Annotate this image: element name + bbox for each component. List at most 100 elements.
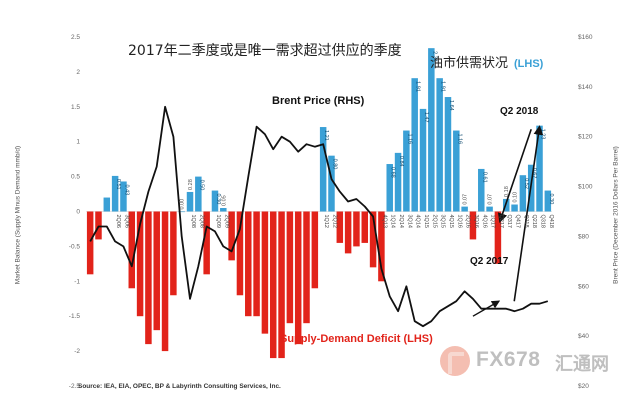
deficit-bar <box>286 211 294 324</box>
surplus-bar <box>436 78 443 212</box>
deficit-bar <box>353 211 360 247</box>
x-tick-label: Q317 <box>506 215 512 228</box>
bar-value-label: 1.16 <box>456 134 462 145</box>
deficit-bar <box>378 211 385 282</box>
x-tick-label: 2Q14 <box>398 215 404 228</box>
bar-value-labels: 0.510.430.000.28 0.500.30 0.051.210.800.68… <box>115 51 554 209</box>
watermark: FX678 汇通网 <box>440 346 620 376</box>
surplus-bar <box>220 208 227 212</box>
left-tick-label: 0.5 <box>71 174 80 181</box>
deficit-bar <box>311 211 319 289</box>
surplus-bar <box>403 130 410 212</box>
bar-value-label: 0.80 <box>331 159 337 170</box>
right-tick-label: $120 <box>578 134 593 141</box>
q2-2018-label: Q2 2018 <box>500 106 539 117</box>
deficit-bar <box>95 211 102 240</box>
deficit-bar <box>161 211 169 352</box>
x-tick-label: 1Q09 <box>215 215 221 228</box>
deficit-bar <box>294 211 302 345</box>
surplus-bar <box>511 204 518 212</box>
bar-value-label: 1.47 <box>423 112 429 123</box>
deficit-bar <box>136 211 144 317</box>
surplus-bar <box>111 175 119 212</box>
bar-value-label: 0.00 <box>180 199 186 210</box>
watermark-text-cn: 汇通网 <box>555 354 609 375</box>
q2-2017-label: Q2 2017 <box>470 256 509 267</box>
x-tick-label: Q217 <box>498 215 504 228</box>
surplus-bar <box>461 206 468 212</box>
deficit-bar <box>153 211 160 331</box>
left-tick-label: -1.5 <box>69 313 81 320</box>
right-axis-ticks: $160 $140 $120 $100 $80 $60 $40 $20 <box>578 34 593 390</box>
x-tick-label: 3Q06 <box>123 215 129 228</box>
x-tick-label: 3Q14 <box>406 215 412 228</box>
left-tick-label: 0 <box>76 209 80 216</box>
bar-value-label: 1.21 <box>323 130 329 141</box>
brent-price-line <box>89 105 549 328</box>
deficit-bar <box>253 211 260 317</box>
bar-value-label: 0.07 <box>488 194 494 205</box>
chart-subtitle-text: 油市供需状况 <box>430 56 509 71</box>
left-tick-label: 2.5 <box>71 34 80 41</box>
chart-subtitle-tag: (LHS) <box>514 58 544 70</box>
chart-subtitle: 油市供需状况 (LHS) <box>430 52 543 71</box>
arrows <box>472 125 544 317</box>
deficit-bar <box>261 211 269 334</box>
bar-value-label: 1.23 <box>540 129 546 140</box>
deficit-bar <box>494 211 502 264</box>
x-tick-label: 2Q12 <box>331 215 337 228</box>
deficit-bar <box>145 211 152 345</box>
surplus-bar <box>453 130 460 212</box>
bar-value-label: 0.61 <box>481 172 487 183</box>
bar-value-label: 0.05 <box>221 195 227 206</box>
deficit-label: Supply-Demand Deficit (LHS) <box>280 333 433 345</box>
x-tick-label: Q118 <box>523 215 529 228</box>
x-tick-label: 1Q15 <box>423 215 429 228</box>
x-tick-label: 3Q15 <box>440 215 446 228</box>
surplus-bar <box>328 155 335 212</box>
deficit-bar <box>469 211 477 240</box>
deficit-bar <box>344 211 352 254</box>
left-tick-label: 1.5 <box>71 104 80 111</box>
surplus-bar <box>519 175 527 212</box>
right-axis-title: Brent Price (December 2016 Dollars Per B… <box>612 146 620 284</box>
surplus-bar <box>186 191 194 212</box>
x-tick-label: Q417 <box>515 215 521 228</box>
bar-value-label: 0.67 <box>531 168 537 179</box>
deficit-bar <box>245 211 252 317</box>
deficit-bar <box>369 211 377 268</box>
x-tick-label: 1Q08 <box>190 215 196 228</box>
right-tick-label: $160 <box>578 34 593 41</box>
right-tick-label: $80 <box>578 233 589 240</box>
x-tick-label: 4Q14 <box>415 215 421 228</box>
deficit-bar <box>336 211 344 243</box>
brent-price-polyline <box>89 105 549 328</box>
left-tick-label: 1 <box>76 139 80 146</box>
watermark-text: FX678 <box>476 348 541 371</box>
left-tick-label: -0.5 <box>69 243 81 250</box>
q2-2018-rise-arrow <box>513 125 544 302</box>
surplus-bar <box>486 206 493 212</box>
deficit-bar <box>203 211 210 275</box>
bar-value-label: 0.68 <box>390 167 396 178</box>
x-tick-label: Q318 <box>540 215 546 228</box>
surplus-bar <box>178 211 185 213</box>
x-tick-label: 2Q06 <box>115 215 121 228</box>
left-tick-label: -1 <box>74 278 80 285</box>
bar-value-label: 1.91 <box>440 81 446 92</box>
left-axis-ticks: 2.5 2 1.5 1 0.5 0 -0.5 -1 -1.5 -2 -2.5 <box>69 34 81 390</box>
left-axis-title: Market Balance (Supply Minus Demand mmb/… <box>14 145 22 285</box>
x-tick-label: 2Q08 <box>198 215 204 228</box>
surplus-bar <box>319 127 327 212</box>
surplus-bar <box>120 181 127 212</box>
bar-value-label: 0.30 <box>215 194 221 205</box>
right-tick-label: $140 <box>578 84 593 91</box>
surplus-bar <box>411 78 418 212</box>
bar-value-label: 1.64 <box>448 100 454 111</box>
brent-price-label: Brent Price (RHS) <box>272 95 365 107</box>
surplus-bar <box>386 164 393 212</box>
surplus-bar <box>103 197 111 212</box>
surplus-bar <box>536 125 543 212</box>
source-note: Source: IEA, EIA, OPEC, BP & Labyrinth C… <box>78 383 281 390</box>
surplus-bar <box>419 108 427 212</box>
